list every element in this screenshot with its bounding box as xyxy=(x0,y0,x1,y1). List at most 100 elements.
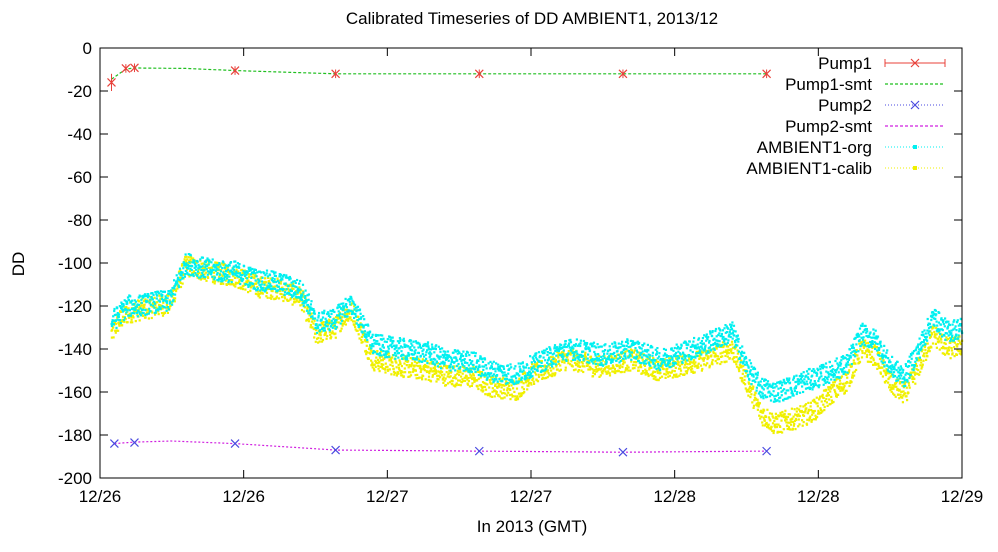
ambient1-org-point xyxy=(200,275,203,278)
ambient1-org-point xyxy=(494,370,497,373)
ambient1-calib-point xyxy=(553,373,557,376)
ambient1-calib-point xyxy=(300,309,304,312)
ambient1-calib-point xyxy=(736,349,739,352)
ambient1-org-point xyxy=(698,347,701,350)
ambient1-calib-point xyxy=(281,286,284,289)
ambient1-org-point xyxy=(405,356,408,359)
ambient1-calib-point xyxy=(573,361,577,364)
ambient1-calib-point xyxy=(831,386,834,389)
ambient1-calib-point xyxy=(653,375,656,378)
ambient1-calib-point xyxy=(168,299,171,302)
ambient1-calib-point xyxy=(490,378,493,381)
ambient1-calib-point xyxy=(415,361,418,364)
ambient1-org-point xyxy=(112,315,115,318)
ambient1-org-point xyxy=(115,326,118,329)
ambient1-calib-point xyxy=(719,362,722,366)
ambient1-org-point xyxy=(632,340,635,343)
ambient1-org-point xyxy=(787,389,790,392)
ambient1-org-point xyxy=(582,359,585,362)
ambient1-org-point xyxy=(159,307,162,310)
ambient1-calib-point xyxy=(174,297,177,300)
ambient1-org-point xyxy=(466,362,469,365)
ambient1-org-point xyxy=(893,366,896,369)
ambient1-org-point xyxy=(558,354,561,357)
ambient1-org-point xyxy=(329,315,332,318)
ambient1-org-point xyxy=(248,269,251,272)
ambient1-calib-point xyxy=(436,374,439,377)
ambient1-calib-point xyxy=(606,372,609,375)
ambient1-org-point xyxy=(675,351,678,354)
ambient1-calib-point xyxy=(701,351,704,354)
ambient1-calib-point xyxy=(507,391,510,394)
ambient1-calib-point xyxy=(798,414,801,418)
ambient1-org-point xyxy=(536,369,539,372)
ambient1-calib-point xyxy=(454,374,457,377)
ambient1-org-point xyxy=(670,348,673,351)
ambient1-org-point xyxy=(695,352,698,355)
ambient1-org-point xyxy=(483,358,487,361)
ambient1-org-point xyxy=(161,290,165,293)
ambient1-calib-point xyxy=(619,364,622,367)
ambient1-calib-point xyxy=(380,363,383,366)
ambient1-org-point xyxy=(766,387,769,390)
ambient1-org-point xyxy=(234,274,237,277)
ambient1-calib-point xyxy=(442,377,445,380)
ambient1-org-point xyxy=(804,387,808,390)
ambient1-calib-point xyxy=(614,371,617,375)
ambient1-org-point xyxy=(682,352,685,355)
ambient1-org-point xyxy=(267,282,270,285)
ambient1-org-point xyxy=(723,342,726,346)
ambient1-org-point xyxy=(253,287,256,290)
ambient1-org-point xyxy=(163,299,166,302)
ambient1-org-point xyxy=(714,327,718,331)
ambient1-calib-point xyxy=(138,319,141,322)
ambient1-org-point xyxy=(356,309,359,312)
ambient1-org-point xyxy=(306,303,309,307)
ambient1-org-point xyxy=(545,347,548,350)
ambient1-calib-point xyxy=(587,359,591,363)
ambient1-calib-point xyxy=(633,361,636,364)
ambient1-calib-point xyxy=(649,359,652,362)
ambient1-org-point xyxy=(232,271,235,274)
ambient1-org-point xyxy=(708,346,711,349)
ambient1-org-point xyxy=(211,275,214,278)
ambient1-org-point xyxy=(683,355,686,358)
ambient1-org-point xyxy=(164,296,167,299)
ambient1-calib-point xyxy=(309,314,312,317)
ambient1-calib-point xyxy=(775,423,778,426)
ambient1-org-point xyxy=(189,254,192,257)
ambient1-org-point xyxy=(324,323,327,326)
ambient1-calib-point xyxy=(344,308,347,311)
ambient1-org-point xyxy=(217,277,220,280)
ambient1-calib-point xyxy=(934,333,937,336)
ambient1-calib-point xyxy=(621,365,624,369)
ambient1-calib-point xyxy=(945,338,948,342)
ambient1-org-point xyxy=(734,343,738,347)
ambient1-org-point xyxy=(330,319,333,322)
ambient1-org-point xyxy=(827,373,830,376)
ambient1-org-point xyxy=(606,352,609,355)
ambient1-calib-point xyxy=(400,370,403,373)
ambient1-calib-point xyxy=(547,372,550,375)
ambient1-org-point xyxy=(859,344,862,348)
ambient1-calib-point xyxy=(616,364,619,367)
ambient1-calib-point xyxy=(708,349,711,352)
ambient1-calib-point xyxy=(433,372,436,375)
ambient1-calib-point xyxy=(111,328,114,332)
ambient1-org-point xyxy=(612,358,615,361)
ambient1-calib-point xyxy=(211,281,215,284)
ambient1-org-point xyxy=(570,350,573,353)
ambient1-calib-point xyxy=(893,393,896,396)
ambient1-calib-point xyxy=(786,424,789,427)
ambient1-org-point xyxy=(769,399,773,402)
ambient1-org-point xyxy=(621,340,624,343)
ambient1-calib-point xyxy=(842,382,845,385)
ambient1-org-point xyxy=(228,264,231,267)
ambient1-calib-point xyxy=(648,355,651,358)
ambient1-calib-point xyxy=(735,356,738,359)
ambient1-org-point xyxy=(413,358,416,361)
ambient1-org-point xyxy=(268,274,272,277)
ambient1-org-point xyxy=(504,378,507,381)
ambient1-org-point xyxy=(434,358,437,361)
ambient1-org-point xyxy=(662,357,665,361)
